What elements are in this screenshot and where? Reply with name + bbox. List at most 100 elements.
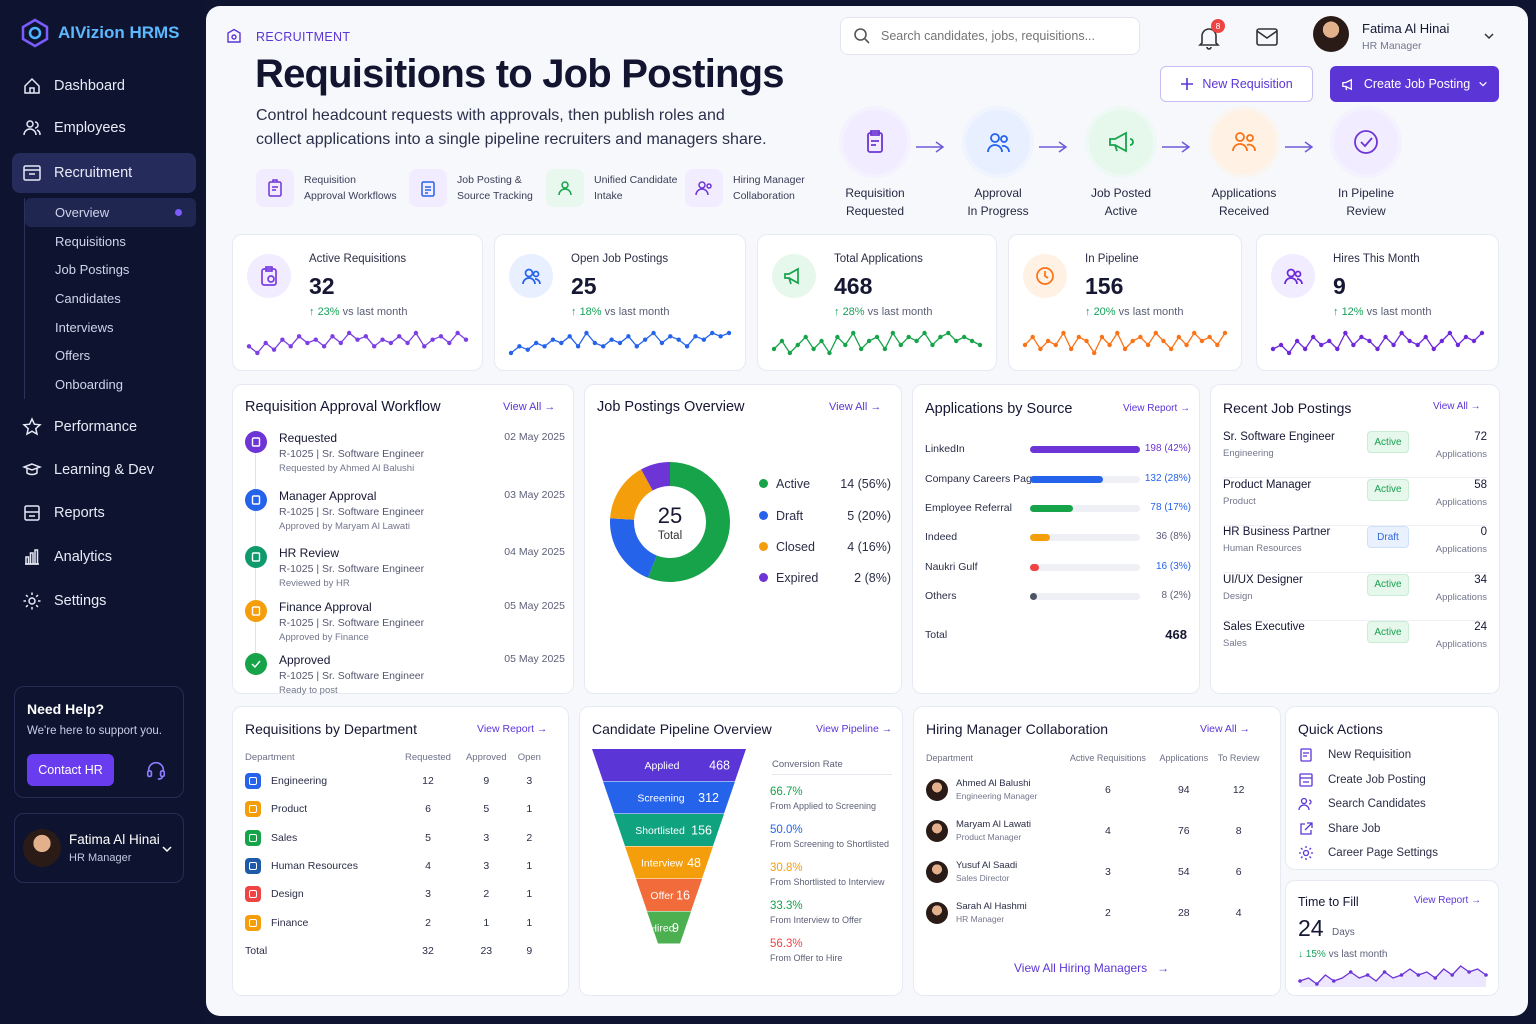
- briefcase-icon: [23, 165, 41, 181]
- sidebar-item-learning-dev[interactable]: Learning & Dev: [12, 452, 196, 488]
- sidebar-item-settings[interactable]: Settings: [12, 583, 196, 619]
- stage-line-2: Received: [1218, 204, 1270, 218]
- table-row[interactable]: Sarah Al Hashmi HR Manager 2 28 4: [926, 892, 1264, 933]
- donut-slice-expired[interactable]: [641, 462, 670, 491]
- sparkline-point: [1107, 342, 1112, 348]
- workflow-step[interactable]: Approved R-1025 | Sr. Software Engineer Re…: [245, 653, 565, 703]
- subnav-item-job-postings[interactable]: Job Postings: [25, 255, 196, 284]
- plus-icon: [1181, 78, 1194, 90]
- workflow-step[interactable]: Requested R-1025 | Sr. Software Engineer R…: [245, 431, 565, 481]
- donut-slice-closed[interactable]: [610, 469, 653, 520]
- feature-line-1: Unified Candidate: [594, 174, 678, 186]
- cell-app: 2: [483, 888, 490, 901]
- approval-icon: [966, 110, 1030, 174]
- subnav-item-candidates[interactable]: Candidates: [25, 284, 196, 313]
- sparkline-point: [542, 344, 547, 349]
- sparkline-point: [1222, 330, 1228, 336]
- view-report-link[interactable]: View Report →: [1414, 895, 1482, 906]
- table-row[interactable]: Engineering 12 9 3: [245, 767, 545, 795]
- pipeline-stage-5: In Pipeline Review: [1311, 110, 1421, 220]
- funnel-stage-value: 16: [676, 889, 690, 903]
- new-requisition-button[interactable]: New Requisition: [1160, 66, 1313, 102]
- table-row[interactable]: Product 6 5 1: [245, 795, 545, 823]
- search-input[interactable]: [881, 29, 1121, 43]
- quick-action-career-page-settings[interactable]: Career Page Settings: [1298, 845, 1438, 861]
- subnav-item-offers[interactable]: Offers: [25, 341, 196, 370]
- view-report-link[interactable]: View Report →: [477, 723, 548, 735]
- recent-posting-row[interactable]: Sr. Software Engineer Engineering Active 72…: [1223, 431, 1487, 478]
- headset-icon[interactable]: [145, 759, 167, 781]
- source-value: 78 (17%): [1150, 502, 1191, 513]
- view-all-link[interactable]: View All →: [503, 401, 556, 413]
- recent-posting-row[interactable]: Sales Executive Sales Active 24 Applications: [1223, 621, 1487, 668]
- sidebar-user-card[interactable]: Fatima Al Hinai HR Manager: [14, 813, 184, 883]
- view-all-managers-link[interactable]: View All Hiring Managers →: [1014, 961, 1170, 975]
- funnel-stage-interview[interactable]: [625, 846, 713, 879]
- subnav-item-interviews[interactable]: Interviews: [25, 313, 196, 342]
- posting-dept: Sales: [1223, 638, 1247, 649]
- workflow-step[interactable]: Manager Approval R-1025 | Sr. Software En…: [245, 489, 565, 539]
- recent-posting-row[interactable]: HR Business Partner Human Resources Draft 0…: [1223, 526, 1487, 573]
- mail-icon[interactable]: [1256, 28, 1278, 46]
- recent-posting-row[interactable]: Product Manager Product Active 58 Applicatio…: [1223, 478, 1487, 526]
- create-job-posting-button[interactable]: Create Job Posting: [1330, 66, 1499, 102]
- avatar[interactable]: [1313, 16, 1349, 52]
- subnav-item-onboarding[interactable]: Onboarding: [25, 370, 196, 399]
- quick-action-create-job-posting[interactable]: Create Job Posting: [1298, 772, 1426, 788]
- chevron-down-icon[interactable]: [1483, 30, 1495, 42]
- contact-hr-button[interactable]: Contact HR: [27, 754, 114, 786]
- view-all-link[interactable]: View All →: [829, 401, 882, 413]
- sidebar-item-reports[interactable]: Reports: [12, 495, 196, 531]
- view-all-link[interactable]: View All →: [1433, 401, 1481, 412]
- donut-slice-draft[interactable]: [610, 518, 657, 578]
- cell-apps: 76: [1177, 824, 1190, 837]
- funnel-stage-value: 312: [698, 791, 719, 805]
- create-job-posting-label: Create Job Posting: [1363, 77, 1471, 91]
- quick-action-share-job[interactable]: Share Job: [1298, 821, 1380, 837]
- view-report-link[interactable]: View Report →: [1123, 403, 1191, 414]
- subnav-item-requisitions[interactable]: Requisitions: [25, 227, 196, 256]
- view-pipeline-link[interactable]: View Pipeline →: [816, 723, 893, 735]
- table-row[interactable]: Maryam Al Lawati Product Manager 4 76 8: [926, 810, 1264, 851]
- sidebar-item-recruitment[interactable]: Recruitment: [12, 153, 196, 193]
- funnel-stage-screening[interactable]: [603, 781, 735, 814]
- funnel-stage-applied[interactable]: [592, 749, 746, 781]
- table-row[interactable]: Finance 2 1 1: [245, 908, 545, 936]
- table-row[interactable]: Ahmed Al Balushi Engineering Manager 6 94 12: [926, 769, 1264, 810]
- sidebar-item-analytics[interactable]: Analytics: [12, 539, 196, 575]
- cell-apps: 94: [1177, 783, 1190, 796]
- table-header-row: Department Active Requisitions Application…: [926, 747, 1264, 769]
- donut-slice-active[interactable]: [647, 462, 730, 582]
- sidebar-item-employees[interactable]: Employees: [12, 110, 196, 146]
- subnav-item-overview[interactable]: Overview: [25, 198, 196, 227]
- manager-name: Sarah Al Hashmi: [956, 900, 1027, 912]
- app-logo[interactable]: AIVizion HRMS: [20, 18, 180, 48]
- table-row[interactable]: Design 3 2 1: [245, 880, 545, 908]
- view-all-link[interactable]: View All →: [1200, 723, 1250, 735]
- share-icon: [1300, 821, 1313, 835]
- requisition-icon: [1300, 748, 1312, 762]
- sparkline-point: [559, 340, 564, 346]
- manager-cell: Sarah Al Hashmi HR Manager: [926, 892, 1062, 933]
- funnel-stage-shortlisted[interactable]: [614, 814, 724, 846]
- recent-posting-row[interactable]: UI/UX Designer Design Active 34 Applications: [1223, 573, 1487, 621]
- kpi-label: Hires This Month: [1333, 253, 1420, 265]
- sparkline-point: [430, 337, 435, 342]
- sidebar-item-performance[interactable]: Performance: [12, 409, 196, 445]
- workflow-step[interactable]: Finance Approval R-1025 | Sr. Software En…: [245, 600, 565, 650]
- quick-action-new-requisition[interactable]: New Requisition: [1298, 747, 1411, 763]
- table-row[interactable]: Sales 5 3 2: [245, 824, 545, 852]
- funnel-stage-offer[interactable]: [636, 879, 702, 911]
- search-bar[interactable]: [840, 17, 1140, 55]
- manager-cell: Ahmed Al Balushi Engineering Manager: [926, 769, 1062, 810]
- subnav-item-label: Interviews: [55, 319, 114, 335]
- table-row[interactable]: Yusuf Al Saadi Sales Director 3 54 6: [926, 851, 1264, 892]
- quick-action-search-candidates[interactable]: Search Candidates: [1298, 796, 1426, 812]
- table-row[interactable]: Human Resources 4 3 1: [245, 852, 545, 880]
- sparkline-point: [1184, 342, 1189, 348]
- funnel-stage-hired[interactable]: [647, 911, 691, 944]
- sidebar-item-dashboard[interactable]: Dashboard: [12, 68, 196, 104]
- workflow-step[interactable]: HR Review R-1025 | Sr. Software Engineer R…: [245, 546, 565, 596]
- kpi-card-open-job-postings: Open Job Postings 25 ↑ 18% vs last month: [494, 234, 746, 371]
- source-value: 16 (3%): [1155, 561, 1191, 572]
